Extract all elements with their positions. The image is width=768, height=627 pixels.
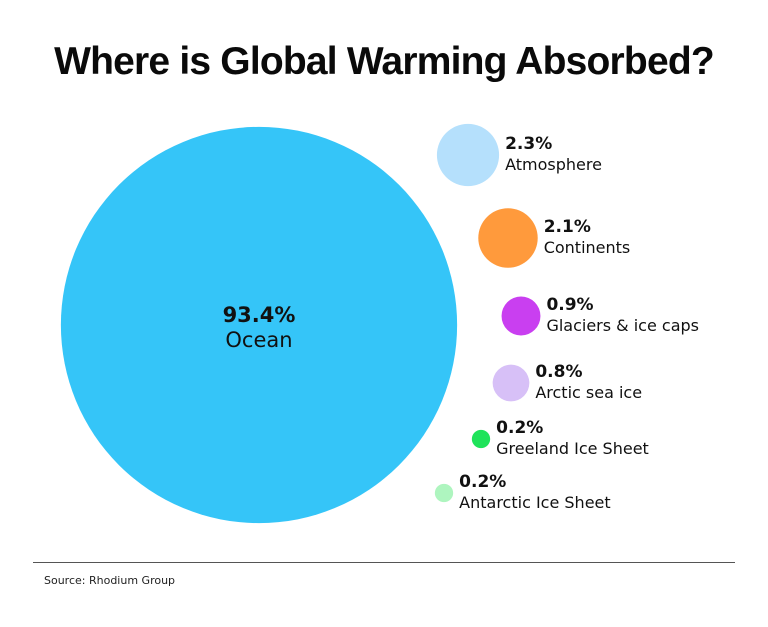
value-label-arctic-sea-ice: 0.8% — [535, 362, 582, 382]
bubble-atmosphere — [436, 123, 500, 187]
category-label-antarctic-ice-sheet: Antarctic Ice Sheet — [459, 493, 610, 512]
category-label-arctic-sea-ice: Arctic sea ice — [535, 383, 642, 402]
bubble-arctic-sea-ice — [492, 364, 530, 402]
bubble-continents — [478, 208, 538, 268]
source-note: Source: Rhodium Group — [44, 574, 176, 587]
chart-title: Where is Global Warming Absorbed? — [54, 40, 715, 83]
bubble-antarctic-ice-sheet — [434, 483, 454, 503]
value-label-continents: 2.1% — [544, 217, 591, 237]
category-label-glaciers-ice-caps: Glaciers & ice caps — [546, 316, 699, 335]
bubble-ocean — [60, 126, 458, 524]
value-label-ocean: 93.4% — [223, 303, 296, 327]
value-label-atmosphere: 2.3% — [505, 134, 552, 154]
bubble-greeland-ice-sheet — [471, 429, 491, 449]
value-label-antarctic-ice-sheet: 0.2% — [459, 472, 506, 492]
category-label-greeland-ice-sheet: Greeland Ice Sheet — [496, 439, 649, 458]
category-label-atmosphere: Atmosphere — [505, 155, 602, 174]
value-label-glaciers-ice-caps: 0.9% — [546, 295, 593, 315]
bubble-glaciers-ice-caps — [501, 296, 541, 336]
category-label-continents: Continents — [544, 238, 631, 257]
value-label-greeland-ice-sheet: 0.2% — [496, 418, 543, 438]
divider — [33, 562, 735, 563]
category-label-ocean: Ocean — [225, 328, 292, 352]
